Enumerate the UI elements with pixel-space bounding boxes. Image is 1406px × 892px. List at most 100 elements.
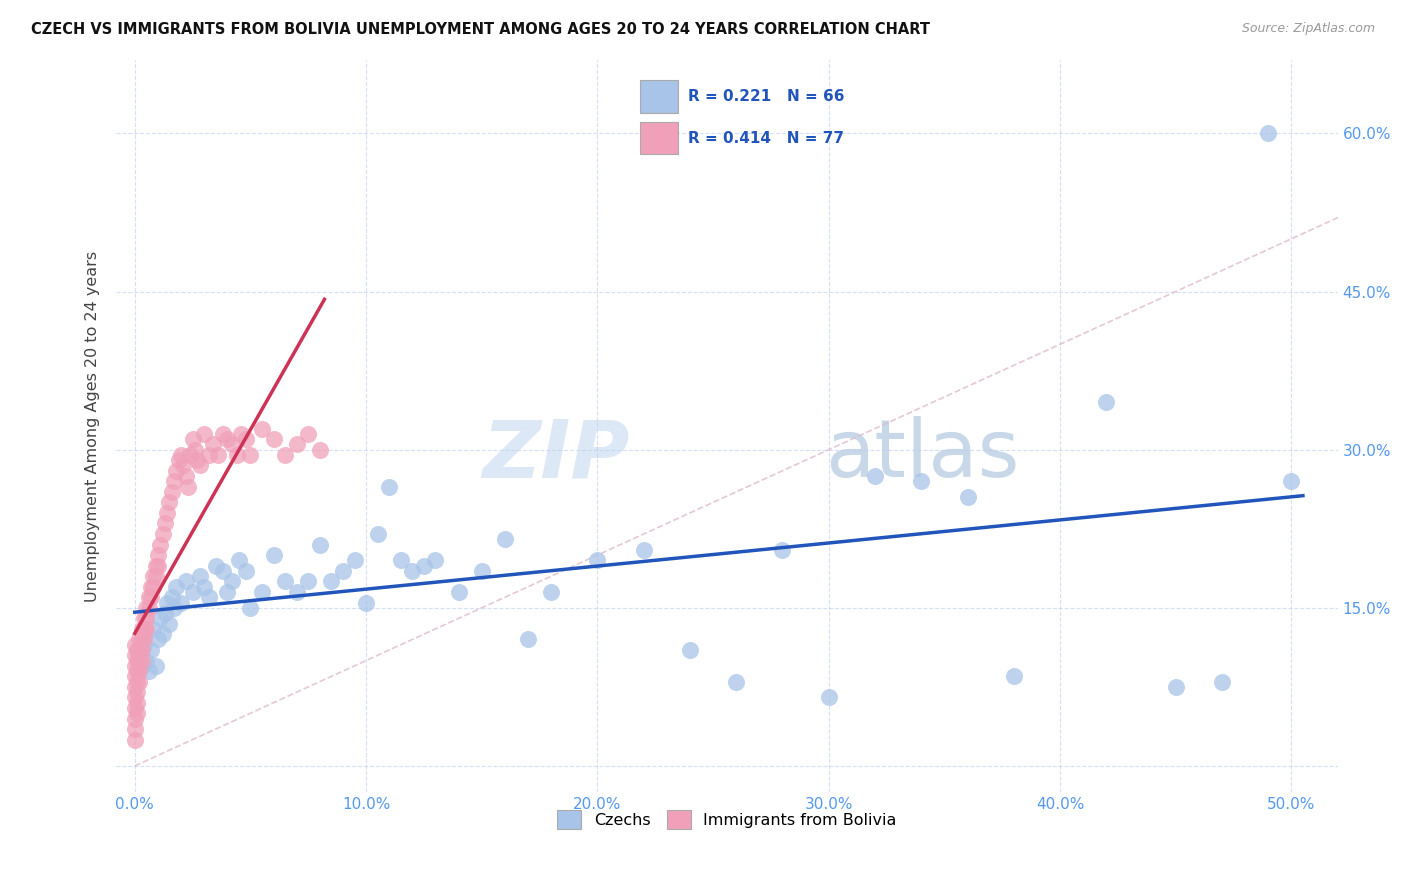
Point — [184, 442, 207, 457]
Point — [156, 506, 179, 520]
Point — [471, 564, 494, 578]
Point — [131, 658, 153, 673]
Point — [135, 622, 157, 636]
Point — [413, 558, 436, 573]
Point — [160, 484, 183, 499]
Point — [1279, 475, 1302, 489]
Point — [163, 600, 186, 615]
Point — [308, 442, 330, 457]
Point — [378, 479, 401, 493]
Point — [124, 638, 146, 652]
Point — [127, 685, 149, 699]
Point — [321, 574, 343, 589]
Point — [142, 580, 165, 594]
Point — [263, 432, 285, 446]
Point — [124, 701, 146, 715]
Point — [217, 585, 239, 599]
Point — [207, 448, 229, 462]
Point — [211, 564, 233, 578]
Point — [343, 553, 366, 567]
Point — [124, 669, 146, 683]
Point — [1164, 680, 1187, 694]
Point — [149, 537, 172, 551]
Point — [170, 448, 193, 462]
Point — [131, 653, 153, 667]
Y-axis label: Unemployment Among Ages 20 to 24 years: Unemployment Among Ages 20 to 24 years — [86, 251, 100, 601]
Point — [910, 475, 932, 489]
Point — [135, 600, 157, 615]
Point — [1002, 669, 1025, 683]
Point — [138, 664, 160, 678]
Point — [138, 600, 160, 615]
Point — [367, 527, 389, 541]
Point — [124, 658, 146, 673]
Point — [211, 426, 233, 441]
Point — [138, 591, 160, 605]
Point — [127, 664, 149, 678]
Point — [297, 574, 319, 589]
Point — [494, 533, 516, 547]
Point — [163, 475, 186, 489]
Point — [1257, 127, 1279, 141]
Point — [725, 674, 748, 689]
Point — [128, 632, 150, 647]
Point — [198, 591, 221, 605]
Point — [139, 591, 162, 605]
Point — [165, 580, 187, 594]
Point — [285, 437, 308, 451]
Point — [231, 426, 253, 441]
Point — [132, 638, 155, 652]
Point — [274, 574, 297, 589]
Point — [389, 553, 412, 567]
Point — [540, 585, 562, 599]
Point — [135, 653, 157, 667]
Point — [193, 426, 215, 441]
Point — [127, 706, 149, 721]
Point — [586, 553, 609, 567]
Point — [263, 548, 285, 562]
Point — [142, 622, 165, 636]
Point — [225, 448, 247, 462]
Point — [124, 722, 146, 736]
Point — [179, 448, 201, 462]
Point — [128, 653, 150, 667]
Point — [425, 553, 447, 567]
Point — [167, 453, 190, 467]
Point — [228, 553, 250, 567]
Point — [1211, 674, 1233, 689]
Point — [250, 421, 273, 435]
Point — [124, 648, 146, 663]
Point — [177, 479, 200, 493]
Point — [221, 574, 243, 589]
Point — [217, 432, 239, 446]
Point — [817, 690, 839, 705]
Point — [127, 696, 149, 710]
Point — [172, 458, 194, 473]
Point — [235, 564, 257, 578]
Point — [127, 674, 149, 689]
Point — [131, 632, 153, 647]
Text: atlas: atlas — [825, 417, 1019, 494]
Point — [285, 585, 308, 599]
Point — [517, 632, 540, 647]
Point — [170, 595, 193, 609]
Point — [174, 574, 197, 589]
Point — [198, 448, 221, 462]
Point — [354, 595, 377, 609]
Point — [156, 595, 179, 609]
Point — [124, 690, 146, 705]
Point — [146, 632, 169, 647]
Point — [239, 448, 262, 462]
Point — [153, 516, 176, 531]
Point — [128, 674, 150, 689]
Point — [188, 458, 211, 473]
Point — [447, 585, 470, 599]
Point — [124, 732, 146, 747]
Point — [128, 664, 150, 678]
Point — [149, 611, 172, 625]
Point — [139, 580, 162, 594]
Point — [132, 611, 155, 625]
Point — [124, 680, 146, 694]
Point — [160, 591, 183, 605]
Point — [145, 658, 167, 673]
